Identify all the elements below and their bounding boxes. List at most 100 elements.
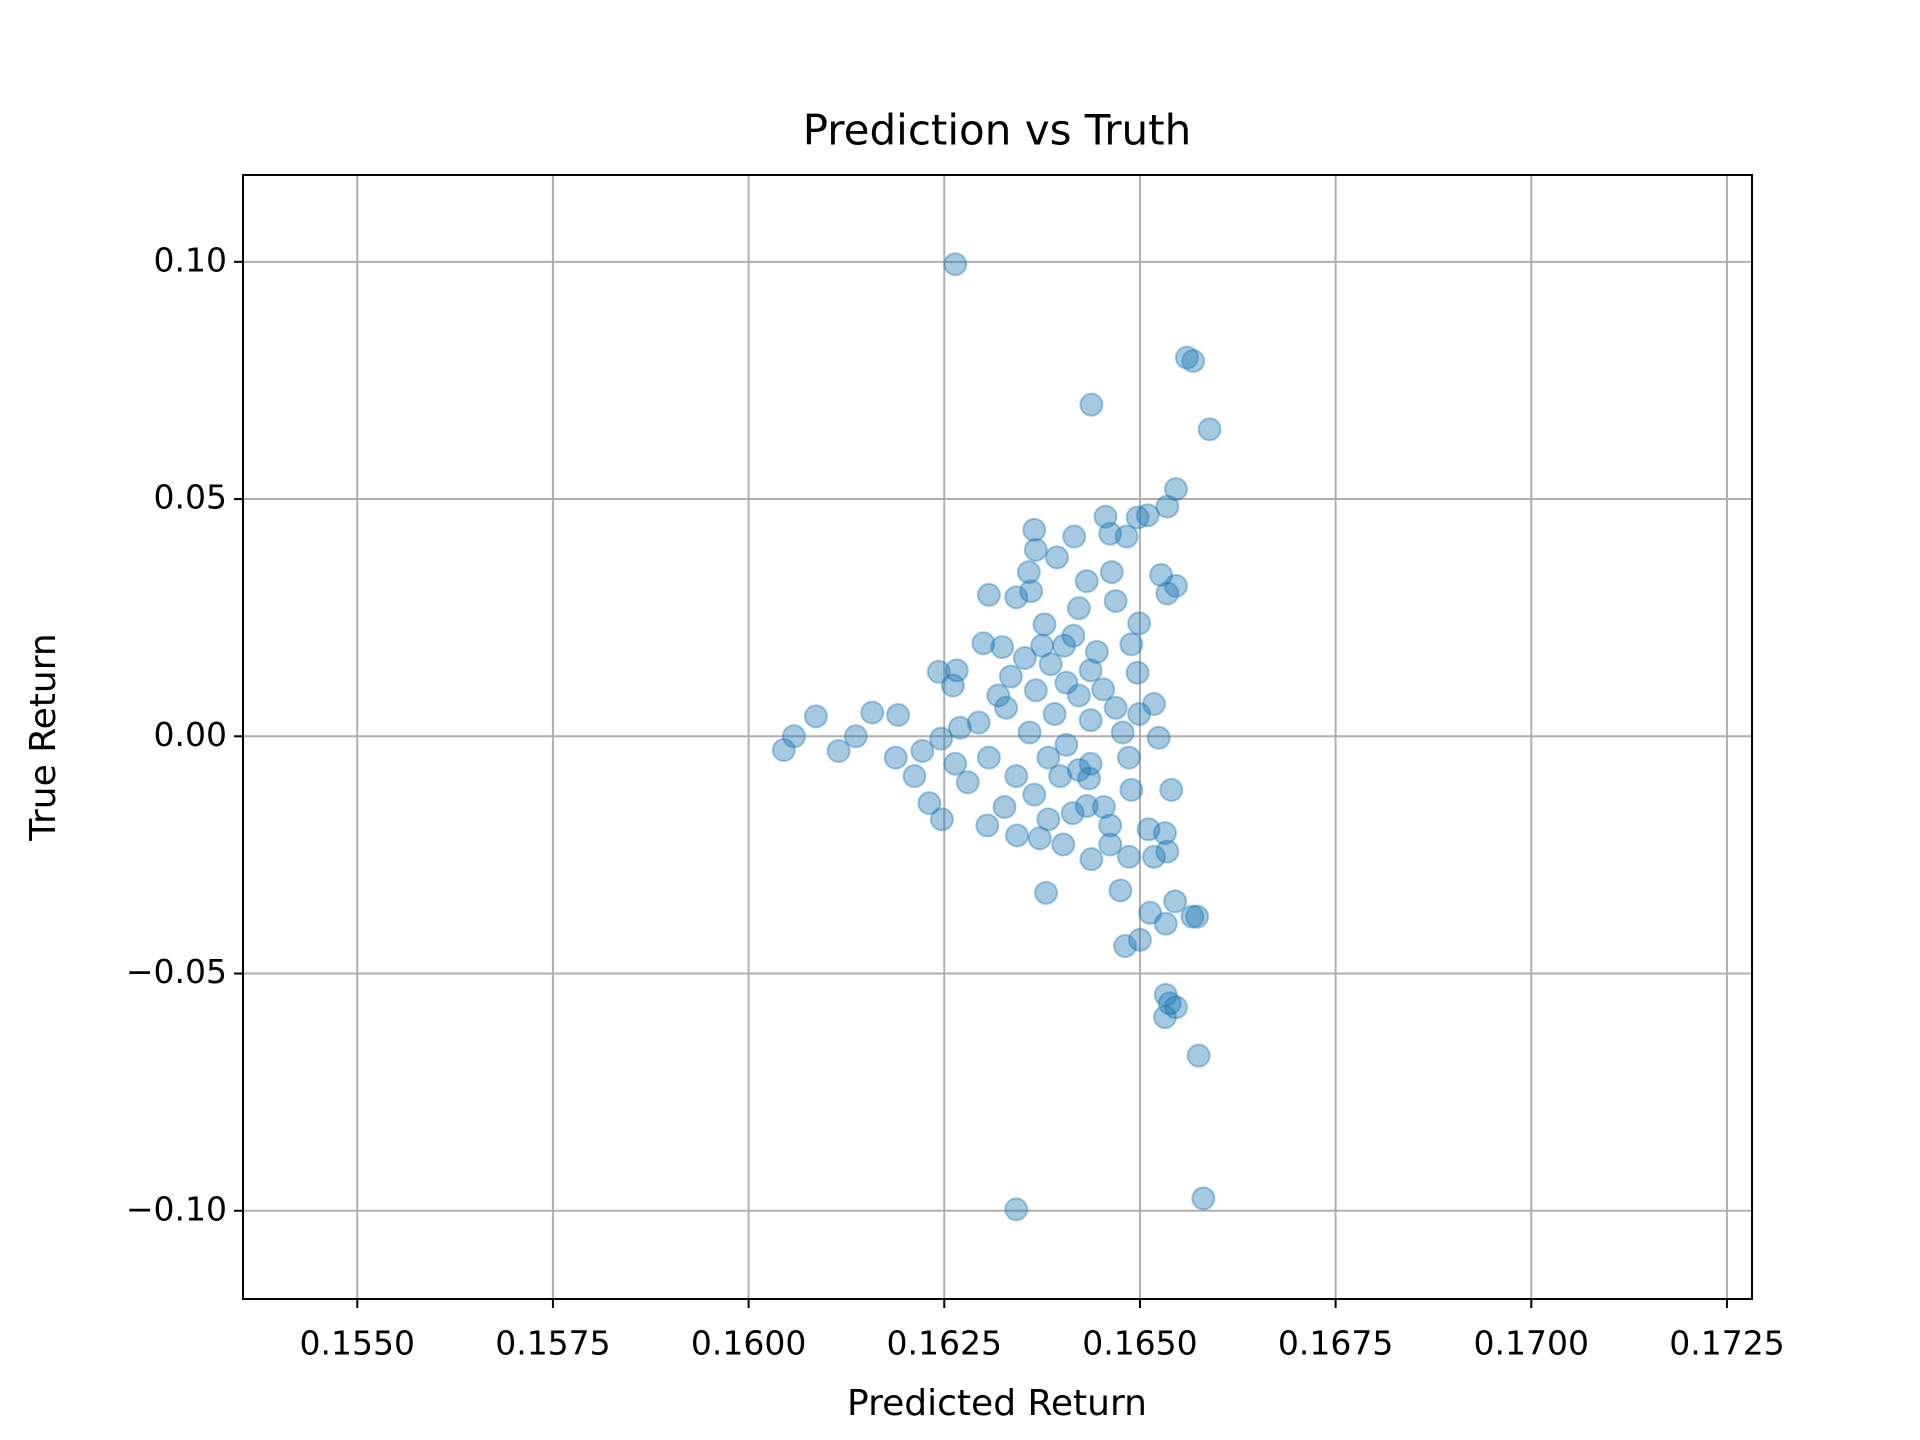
point: [1136, 817, 1161, 842]
y-tick-label: 0.10: [154, 240, 227, 279]
point: [1181, 348, 1206, 373]
point: [1185, 904, 1210, 929]
point: [1135, 503, 1160, 528]
point: [826, 738, 851, 763]
point: [1034, 880, 1059, 905]
point: [1027, 826, 1052, 851]
point: [1066, 757, 1091, 782]
point: [1153, 982, 1178, 1007]
point: [971, 631, 996, 656]
point: [1108, 878, 1133, 903]
point: [1042, 701, 1067, 726]
point: [1078, 658, 1103, 683]
point: [1186, 1043, 1211, 1068]
point: [1103, 589, 1128, 614]
point: [955, 770, 980, 795]
point: [986, 683, 1011, 708]
point: [1038, 652, 1063, 677]
point: [1099, 560, 1124, 585]
x-tick-label: 0.1700: [1474, 1324, 1589, 1363]
y-tick-label: 0.05: [154, 478, 227, 517]
point: [1077, 766, 1102, 791]
point: [886, 702, 911, 727]
point: [1113, 934, 1138, 959]
point: [1155, 494, 1180, 519]
point: [803, 704, 828, 729]
point: [1078, 708, 1103, 733]
point: [1036, 807, 1061, 832]
point: [926, 659, 951, 684]
point: [994, 695, 1019, 720]
point: [1191, 1186, 1216, 1211]
y-tick-label: −0.10: [126, 1189, 227, 1228]
point: [1157, 991, 1182, 1016]
point: [1084, 639, 1109, 664]
point: [1098, 521, 1123, 546]
point: [1149, 562, 1174, 587]
point: [943, 252, 968, 277]
x-tick-label: 0.1600: [691, 1324, 806, 1363]
point: [1098, 813, 1123, 838]
point: [1032, 612, 1057, 637]
point: [1159, 777, 1184, 802]
point: [1054, 732, 1079, 757]
chart-title: Prediction vs Truth: [803, 106, 1192, 155]
point: [1116, 745, 1141, 770]
point: [947, 715, 972, 740]
point: [1066, 683, 1091, 708]
point: [1138, 900, 1163, 925]
point: [782, 724, 807, 749]
point: [929, 807, 954, 832]
y-tick-label: −0.05: [126, 952, 227, 991]
point: [1074, 794, 1099, 819]
point: [902, 764, 927, 789]
point: [917, 791, 942, 816]
point: [1023, 678, 1048, 703]
point: [976, 745, 1001, 770]
point: [1119, 632, 1144, 657]
point: [1066, 596, 1091, 621]
point: [998, 664, 1023, 689]
point: [1060, 801, 1085, 826]
point: [1023, 537, 1048, 562]
point: [1197, 417, 1222, 442]
point: [1146, 725, 1171, 750]
point: [1012, 646, 1037, 671]
point: [1074, 569, 1099, 594]
point: [1016, 560, 1041, 585]
point: [1078, 751, 1103, 776]
point: [1155, 839, 1180, 864]
point: [883, 745, 908, 770]
x-tick-label: 0.1550: [300, 1324, 415, 1363]
plot-frame: [242, 174, 1753, 1300]
point: [1022, 517, 1047, 542]
point: [940, 673, 965, 698]
point: [1091, 794, 1116, 819]
x-tick-label: 0.1625: [887, 1324, 1002, 1363]
point: [1110, 720, 1135, 745]
point: [1019, 579, 1044, 604]
point: [1153, 911, 1178, 936]
point: [860, 700, 885, 725]
point: [1052, 633, 1077, 658]
x-axis-label: Predicted Return: [847, 1383, 1147, 1424]
point: [1103, 695, 1128, 720]
point: [1152, 821, 1177, 846]
x-tick-label: 0.1575: [495, 1324, 610, 1363]
point: [1098, 832, 1123, 857]
point: [1125, 660, 1150, 685]
point: [992, 794, 1017, 819]
point: [1163, 477, 1188, 502]
point: [1004, 1197, 1029, 1222]
point: [1022, 782, 1047, 807]
point: [990, 635, 1015, 660]
point: [1079, 847, 1104, 872]
point: [1174, 345, 1199, 370]
point: [944, 658, 969, 683]
point: [1142, 844, 1167, 869]
point: [966, 710, 991, 735]
y-tick-label: 0.00: [154, 715, 227, 754]
point: [975, 813, 1000, 838]
